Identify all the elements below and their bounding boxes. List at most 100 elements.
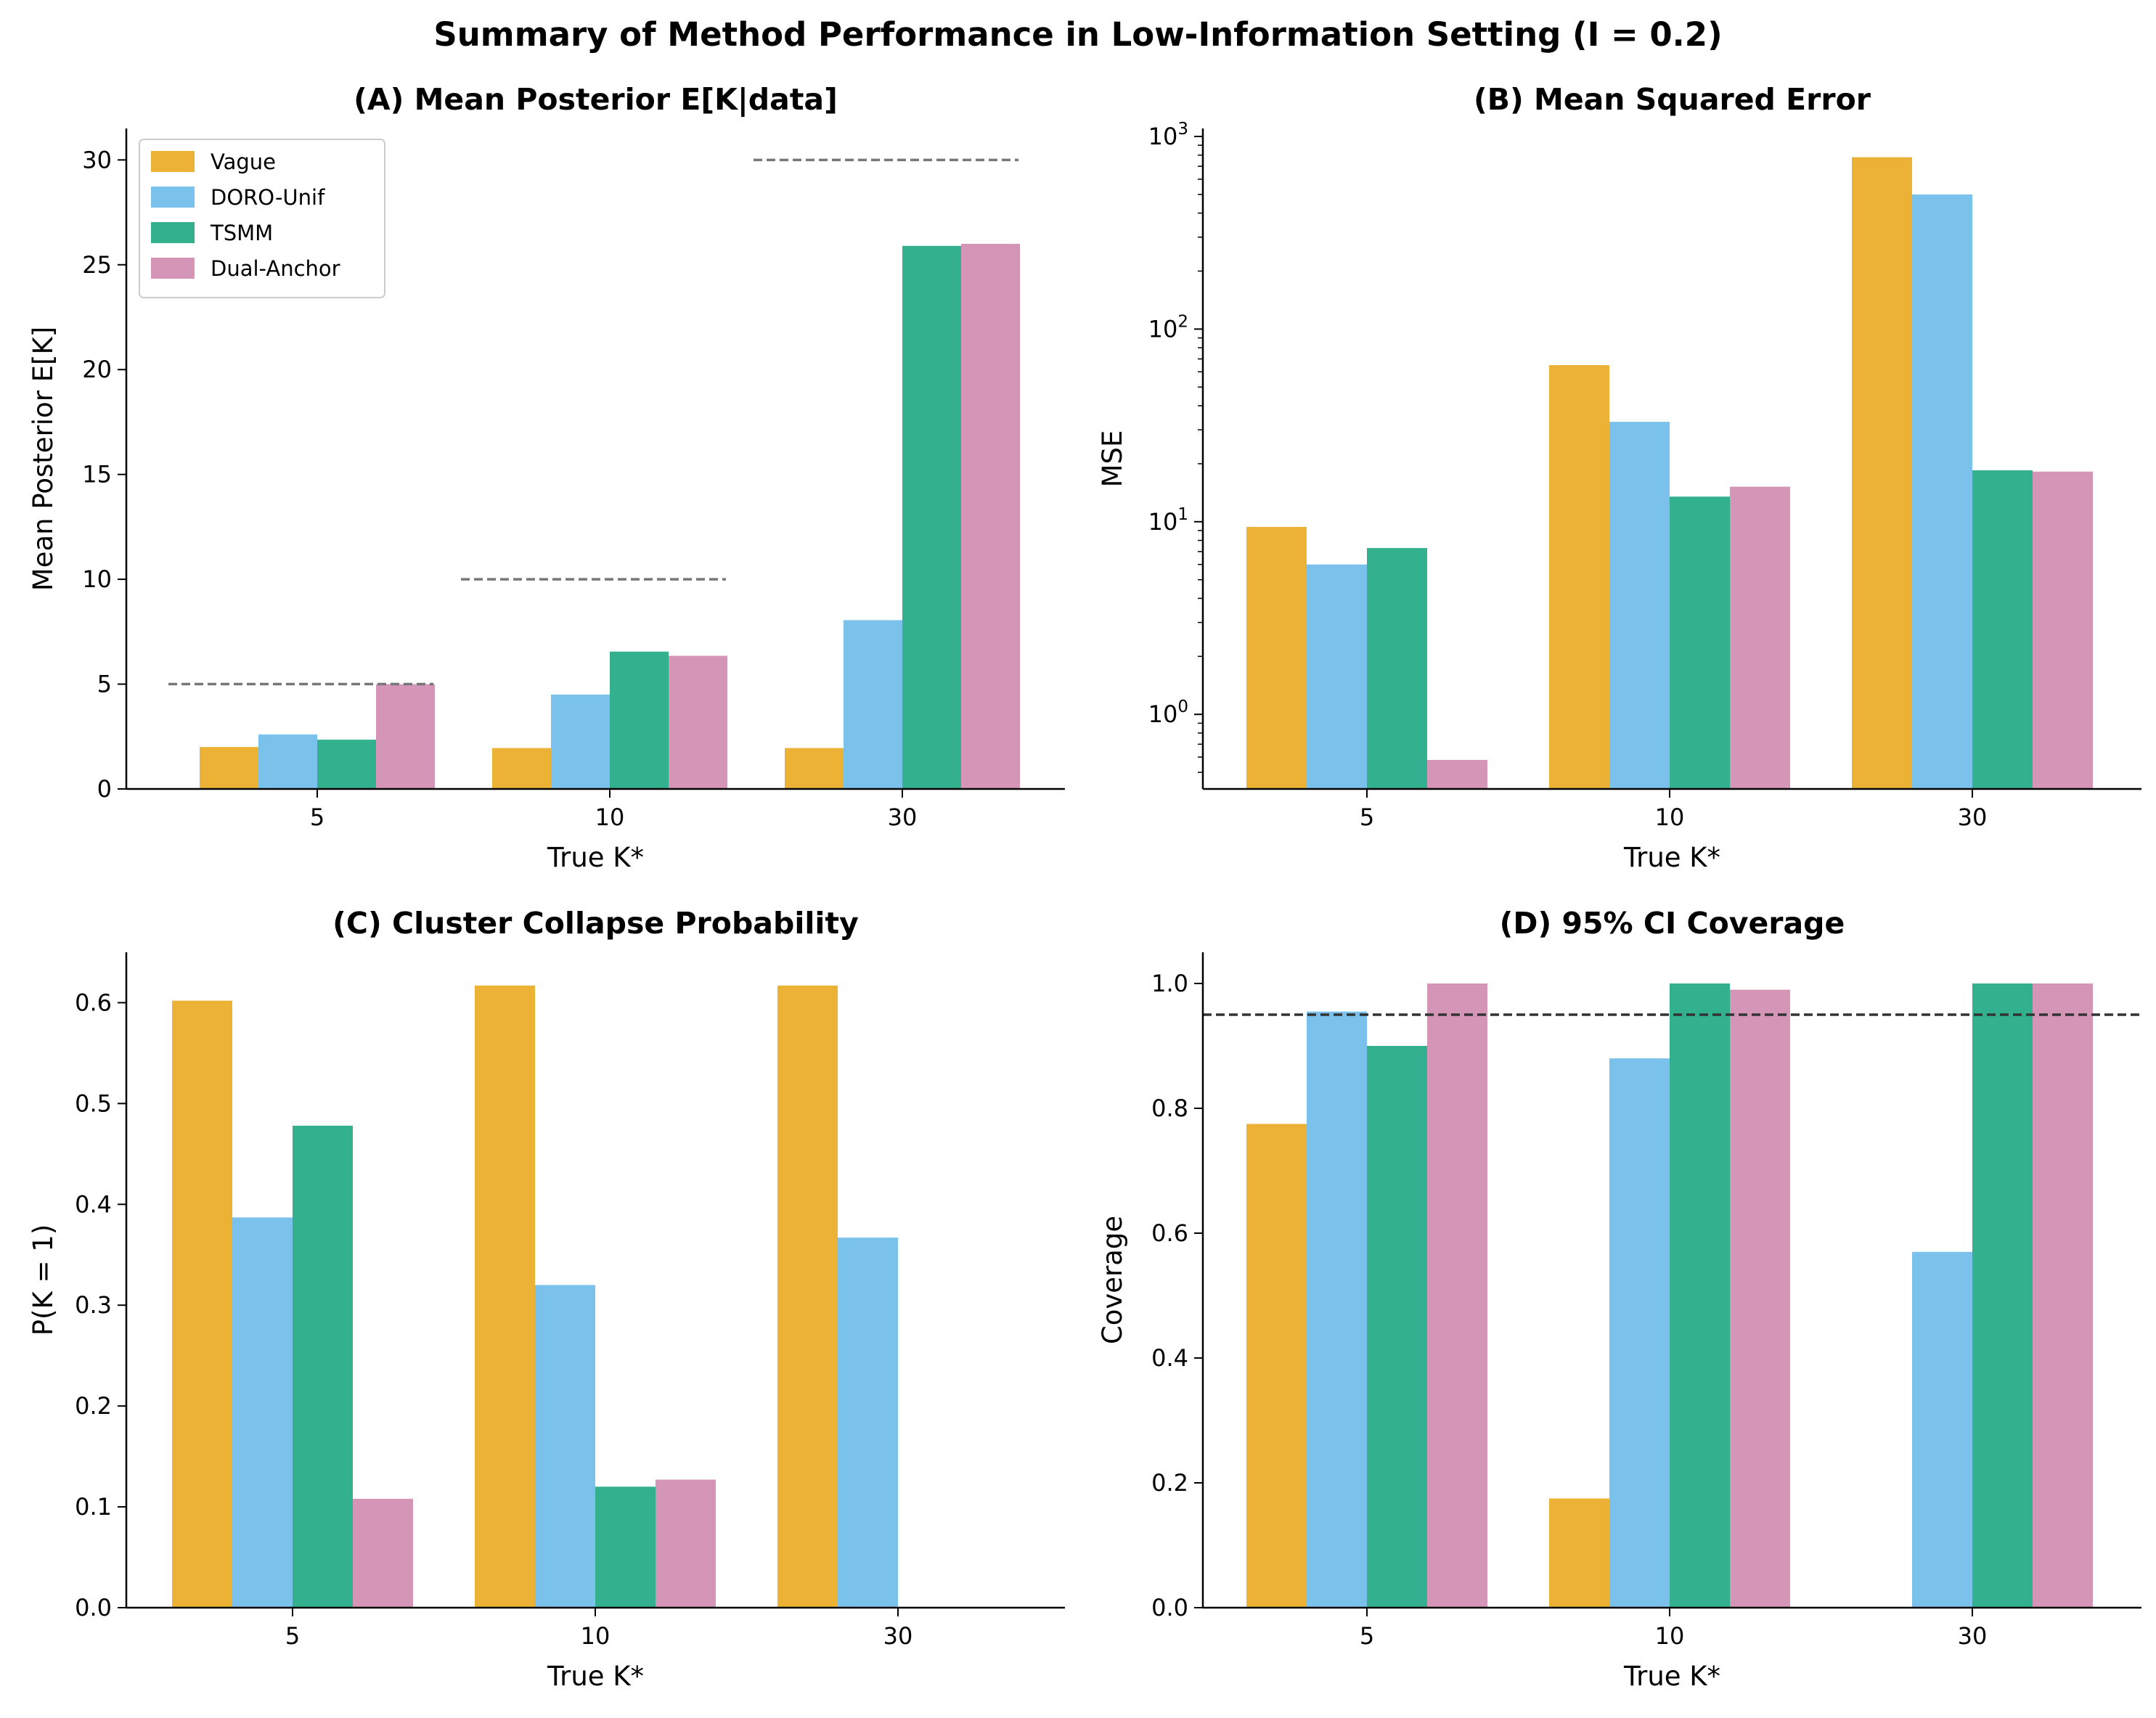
legend-label: DORO-Unif [211, 185, 325, 210]
y-tick-label: 100 [1148, 698, 1188, 728]
y-tick-label: 10 [82, 565, 112, 593]
bar-dual-anchor-30 [2033, 983, 2093, 1608]
legend-label: Vague [211, 150, 276, 174]
panel-title: (B) Mean Squared Error [1474, 82, 1871, 117]
y-tick-label: 0.3 [75, 1291, 112, 1319]
panel-c: (C) Cluster Collapse Probability 5 10 30 0.0… [28, 906, 1065, 1692]
x-tick-label: 5 [285, 1622, 300, 1650]
bar-dual-anchor-10 [656, 1479, 716, 1608]
y-tick-label: 25 [82, 251, 112, 279]
bar-doro-unif-5 [1307, 1011, 1367, 1608]
bar-tsmm-30 [1972, 983, 2033, 1608]
x-tick-label: 30 [1958, 1622, 1988, 1650]
bar-tsmm-5 [293, 1125, 353, 1608]
bar-vague-10 [475, 985, 535, 1608]
bar-doro-unif-5 [1307, 564, 1367, 789]
x-tick-label: 5 [1360, 1622, 1374, 1650]
bar-doro-unif-5 [258, 734, 317, 789]
x-tick-label: 30 [883, 1622, 913, 1650]
y-tick-label: 0.8 [1151, 1095, 1188, 1122]
bar-dual-anchor-5 [1427, 760, 1487, 789]
y-tick-label: 0.6 [75, 989, 112, 1016]
y-axis-label: MSE [1097, 430, 1128, 488]
bar-dual-anchor-10 [669, 655, 727, 789]
bar-tsmm-30 [1972, 470, 2033, 789]
bar-doro-unif-30 [1912, 1251, 1972, 1608]
bar-vague-5 [200, 747, 258, 789]
bar-vague-30 [785, 748, 844, 789]
bar-tsmm-30 [902, 245, 961, 789]
x-tick-label: 30 [1958, 803, 1988, 831]
legend-swatch [151, 258, 195, 279]
y-tick-label: 0.2 [75, 1392, 112, 1420]
figure-title: Summary of Method Performance in Low-Inf… [433, 15, 1722, 54]
bar-vague-10 [492, 748, 551, 789]
panel-title: (C) Cluster Collapse Probability [332, 906, 859, 941]
bar-vague-30 [1852, 157, 1912, 790]
x-tick-label: 5 [310, 803, 324, 831]
y-axis-label: Coverage [1097, 1216, 1128, 1344]
bar-tsmm-5 [1367, 548, 1427, 789]
bar-vague-10 [1549, 1498, 1609, 1608]
x-tick-label: 10 [595, 803, 625, 831]
bar-dual-anchor-30 [2033, 471, 2093, 789]
bar-doro-unif-30 [844, 620, 902, 789]
y-tick-label: 102 [1148, 312, 1188, 343]
legend-label: Dual-Anchor [211, 256, 340, 281]
bar-doro-unif-10 [551, 695, 610, 789]
bar-dual-anchor-5 [376, 684, 435, 789]
y-tick-label: 0.5 [75, 1089, 112, 1117]
panel-b: (B) Mean Squared Error 5 10 30 100 101 102 103 T… [1097, 82, 2141, 873]
bar-tsmm-10 [1670, 983, 1730, 1608]
y-tick-label: 0 [97, 775, 112, 803]
y-tick-label: 0.0 [75, 1594, 112, 1621]
legend-label: TSMM [210, 221, 273, 245]
y-tick-label: 103 [1148, 120, 1188, 150]
legend-swatch [151, 151, 195, 172]
x-tick-label: 30 [888, 803, 918, 831]
legend-swatch [151, 222, 195, 243]
x-tick-label: 10 [1655, 803, 1685, 831]
x-tick-label: 10 [1655, 1622, 1685, 1650]
bar-dual-anchor-30 [961, 243, 1020, 789]
legend-swatch [151, 187, 195, 208]
bar-doro-unif-10 [1609, 1058, 1670, 1608]
y-tick-label: 0.4 [75, 1190, 112, 1218]
x-axis-label: True K* [547, 1661, 644, 1692]
bar-dual-anchor-5 [353, 1498, 413, 1608]
y-tick-label: 0.0 [1151, 1594, 1188, 1621]
bar-doro-unif-10 [535, 1285, 595, 1608]
y-tick-label: 0.6 [1151, 1219, 1188, 1247]
y-tick-label: 30 [82, 146, 112, 173]
bar-doro-unif-30 [838, 1238, 898, 1608]
y-tick-label: 5 [97, 671, 112, 698]
panel-title: (D) 95% CI Coverage [1500, 906, 1845, 941]
bar-tsmm-5 [1367, 1046, 1427, 1608]
bar-vague-5 [1246, 1124, 1307, 1608]
bar-vague-5 [172, 1000, 232, 1608]
x-axis-label: True K* [1623, 842, 1720, 873]
y-tick-label: 1.0 [1151, 970, 1188, 997]
bar-tsmm-10 [610, 651, 669, 789]
panel-a: (A) Mean Posterior E[K|data] 5 10 30 0 5 10 15 2… [28, 82, 1065, 873]
bar-doro-unif-5 [232, 1217, 293, 1608]
bar-tsmm-10 [595, 1486, 656, 1608]
legend: Vague DORO-Unif TSMM Dual-Anchor [139, 139, 385, 298]
panel-title: (A) Mean Posterior E[K|data] [354, 82, 838, 118]
y-tick-label: 0.1 [75, 1493, 112, 1521]
bar-tsmm-5 [317, 740, 376, 789]
bar-vague-5 [1246, 526, 1307, 789]
bar-dual-anchor-10 [1730, 989, 1790, 1608]
y-tick-label: 0.2 [1151, 1469, 1188, 1497]
bar-dual-anchor-5 [1427, 983, 1487, 1608]
bar-tsmm-10 [1670, 496, 1730, 789]
x-tick-label: 5 [1360, 803, 1374, 831]
y-tick-label: 15 [82, 461, 112, 488]
legend-box [139, 139, 385, 298]
y-axis-label: P(K = 1) [28, 1224, 59, 1336]
y-tick-label: 20 [82, 356, 112, 383]
panel-d: (D) 95% CI Coverage 5 10 30 0.0 0.2 0.4 0.6 0.8 1… [1097, 906, 2141, 1692]
x-tick-label: 10 [581, 1622, 611, 1650]
y-tick-label: 0.4 [1151, 1344, 1188, 1372]
y-axis-label: Mean Posterior E[K] [28, 327, 59, 591]
